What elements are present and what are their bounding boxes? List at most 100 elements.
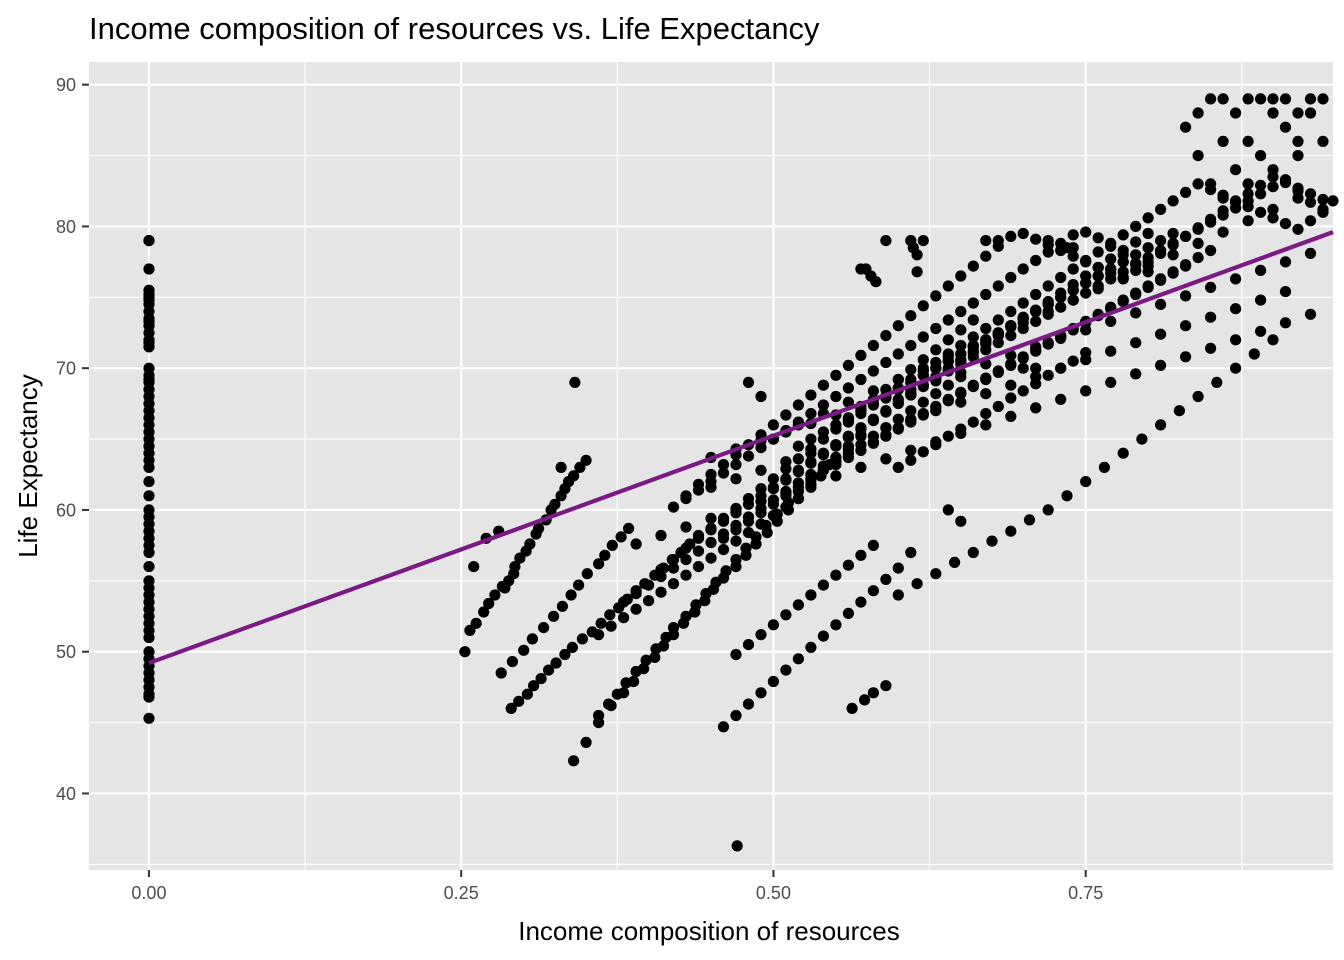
- data-point: [955, 515, 967, 527]
- data-point: [611, 688, 623, 700]
- data-point: [468, 561, 480, 573]
- data-point: [930, 362, 942, 374]
- data-point: [1155, 298, 1167, 310]
- data-point: [705, 481, 717, 493]
- data-point: [489, 589, 501, 601]
- data-point: [955, 386, 967, 398]
- data-point: [1130, 249, 1142, 261]
- data-point: [986, 535, 998, 547]
- data-point: [930, 405, 942, 417]
- data-point: [905, 405, 917, 417]
- data-point: [780, 664, 792, 676]
- data-point: [518, 644, 530, 656]
- data-point: [805, 447, 817, 459]
- data-point: [967, 339, 979, 352]
- data-point: [1255, 188, 1267, 200]
- data-point: [143, 476, 155, 488]
- data-point: [1017, 351, 1029, 363]
- data-point: [692, 561, 705, 573]
- data-point: [1017, 385, 1029, 397]
- data-point: [143, 561, 155, 573]
- data-point: [506, 656, 518, 668]
- data-point: [792, 653, 805, 665]
- data-point: [755, 518, 767, 530]
- data-point: [1180, 186, 1192, 198]
- data-point: [942, 314, 954, 326]
- data-point: [1055, 332, 1067, 344]
- data-point: [1205, 281, 1217, 293]
- data-point: [1192, 178, 1204, 190]
- data-point: [980, 250, 992, 262]
- data-point: [955, 348, 967, 360]
- data-point: [478, 606, 490, 618]
- data-point: [880, 680, 892, 692]
- data-point: [1242, 195, 1254, 207]
- y-tick-label: 70: [56, 359, 76, 379]
- data-point: [855, 439, 867, 451]
- data-point: [967, 546, 979, 559]
- data-point: [649, 651, 661, 664]
- data-point: [830, 369, 842, 381]
- data-point: [559, 648, 571, 661]
- data-point: [595, 617, 607, 629]
- data-point: [867, 539, 880, 552]
- data-point: [1061, 490, 1073, 502]
- data-point: [792, 481, 805, 493]
- data-point: [755, 507, 767, 519]
- data-point: [911, 266, 923, 278]
- data-point: [1279, 93, 1292, 105]
- data-point: [740, 542, 752, 554]
- data-point: [917, 446, 929, 458]
- data-point: [550, 657, 562, 669]
- data-point: [1067, 242, 1079, 254]
- data-point: [1180, 230, 1192, 242]
- data-point: [767, 419, 780, 431]
- data-point: [1292, 223, 1304, 235]
- data-point: [855, 430, 867, 442]
- data-point: [917, 408, 929, 420]
- data-point: [980, 419, 992, 431]
- data-point: [1067, 263, 1079, 275]
- data-point: [767, 481, 780, 493]
- data-point: [917, 235, 929, 247]
- data-point: [967, 331, 979, 343]
- data-point: [593, 709, 605, 722]
- data-point: [1267, 93, 1279, 105]
- data-point: [817, 426, 830, 438]
- data-point: [1005, 410, 1017, 422]
- data-point: [1242, 215, 1254, 227]
- data-point: [1304, 308, 1317, 320]
- data-point: [1030, 288, 1042, 301]
- data-point: [717, 544, 730, 556]
- data-point: [1230, 107, 1242, 119]
- data-point: [992, 328, 1004, 340]
- data-point: [521, 688, 534, 700]
- data-point: [892, 422, 904, 434]
- data-point: [967, 379, 979, 391]
- data-point: [1005, 230, 1017, 242]
- data-point: [780, 409, 792, 421]
- data-point: [630, 538, 642, 550]
- data-point: [792, 440, 805, 452]
- data-point: [730, 524, 742, 536]
- data-point: [1117, 244, 1129, 257]
- data-point: [1255, 264, 1267, 276]
- y-tick-label: 90: [56, 75, 76, 95]
- data-point: [842, 382, 855, 394]
- data-point: [930, 290, 942, 302]
- data-point: [143, 291, 155, 303]
- data-point: [1030, 254, 1042, 267]
- data-point: [1167, 266, 1179, 278]
- data-point: [528, 680, 540, 692]
- data-point: [543, 664, 555, 676]
- data-point: [867, 413, 880, 425]
- data-point: [805, 589, 817, 601]
- data-point: [630, 665, 642, 678]
- data-point: [667, 578, 680, 590]
- data-point: [880, 405, 892, 417]
- data-point: [1292, 135, 1304, 147]
- data-point: [730, 535, 742, 547]
- data-point: [767, 675, 780, 688]
- data-point: [742, 450, 755, 462]
- data-point: [1005, 305, 1017, 318]
